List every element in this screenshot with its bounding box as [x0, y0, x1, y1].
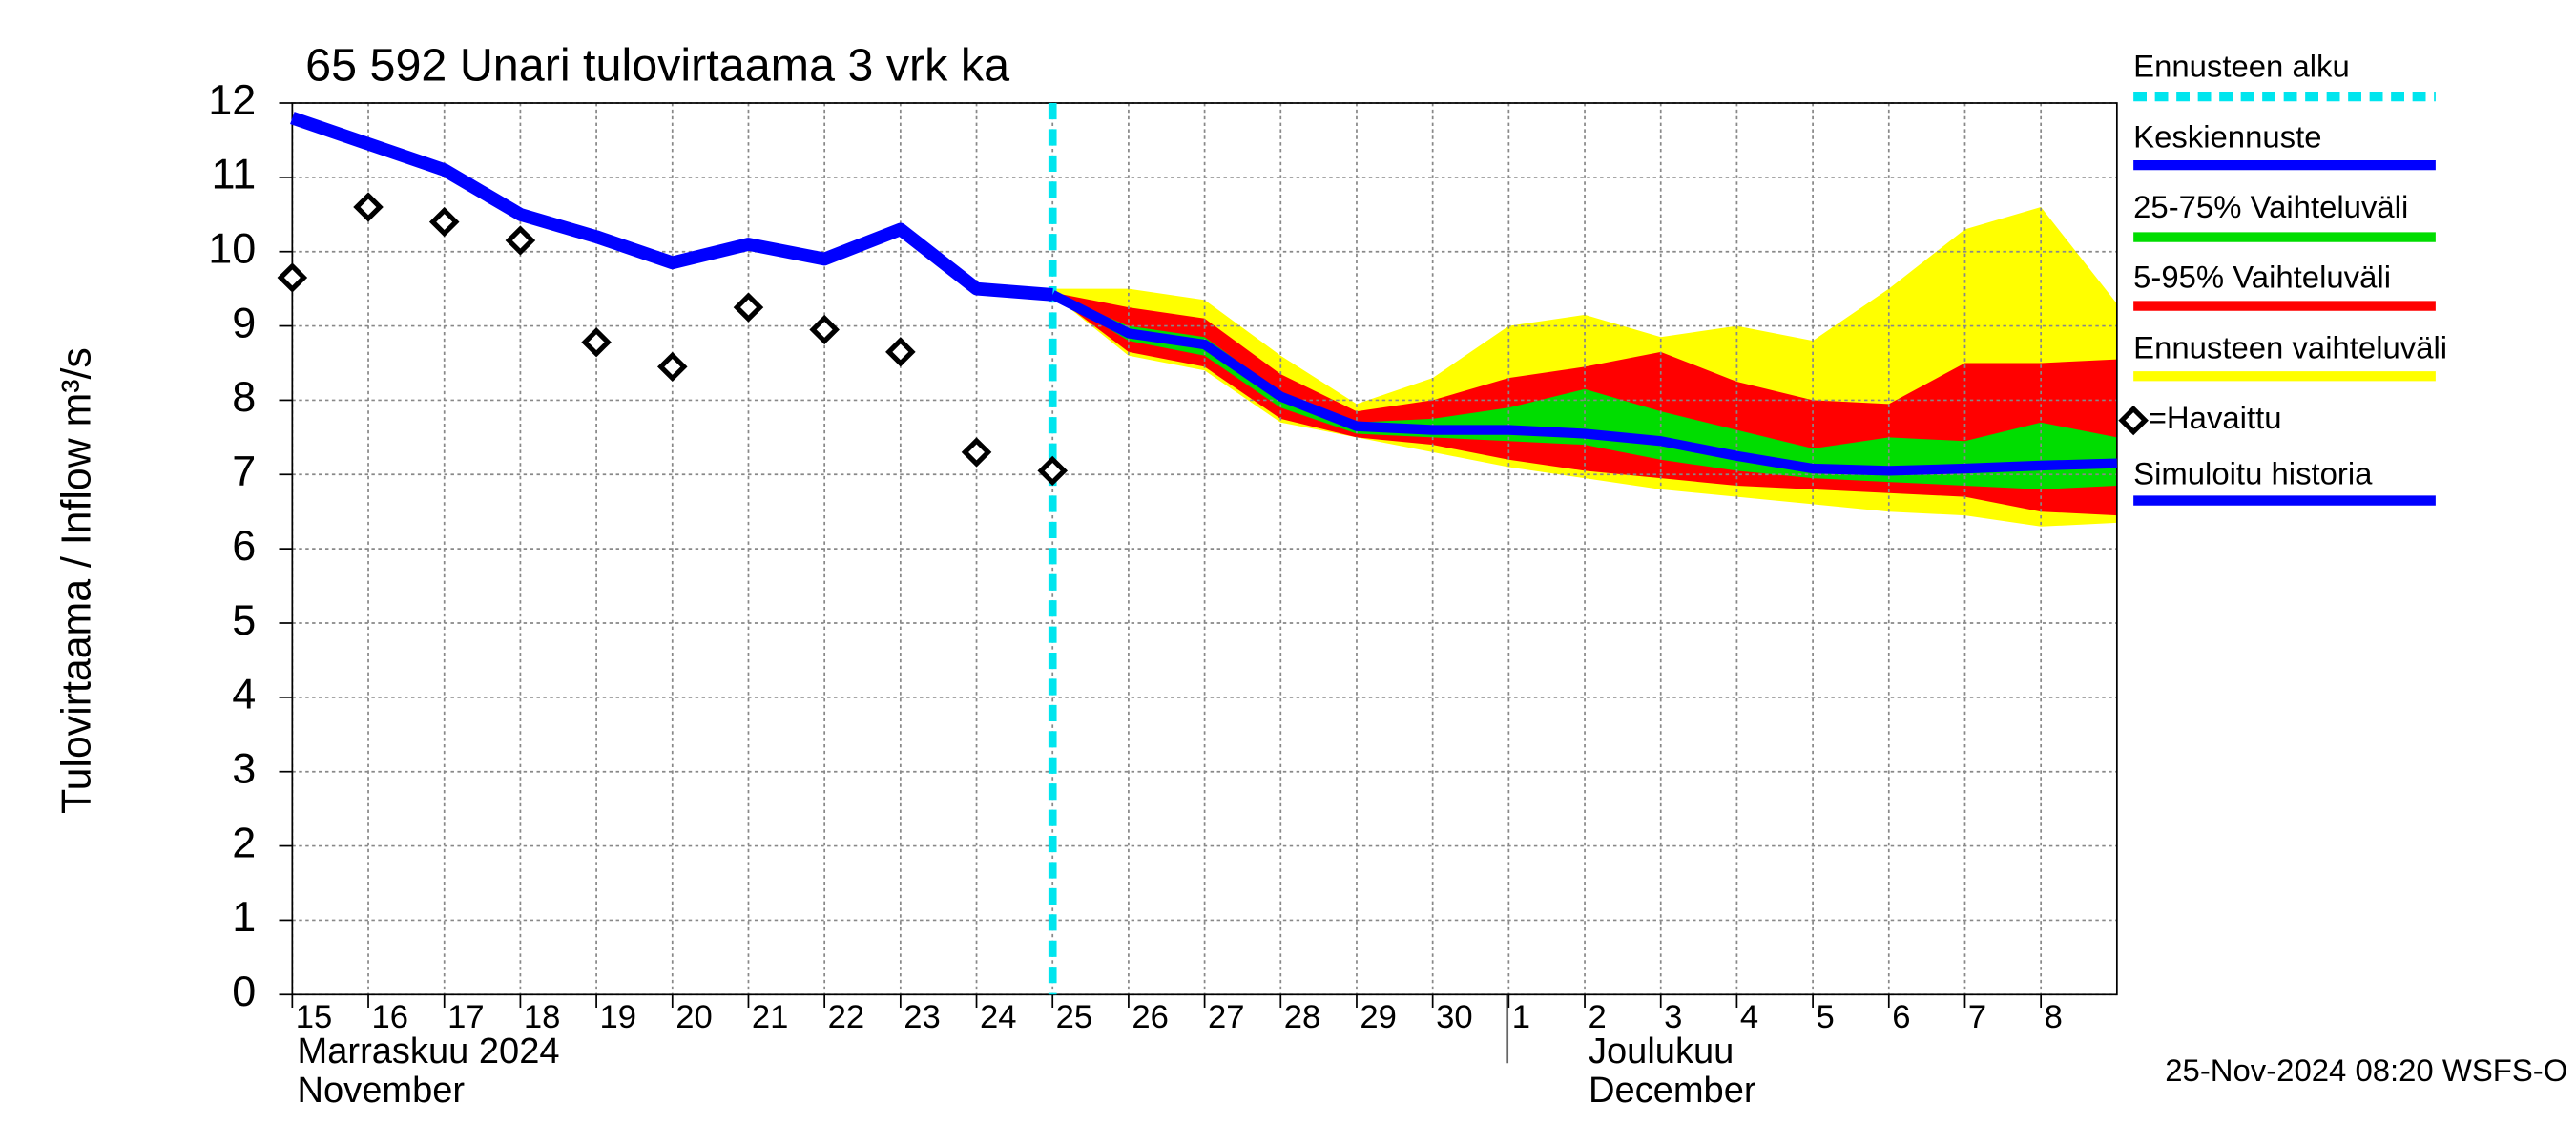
x-tick-label: 24 — [980, 999, 1016, 1035]
observed-point — [277, 262, 308, 293]
plot-frame — [291, 102, 2118, 996]
observed-point — [1037, 455, 1069, 487]
x-tick-label: 20 — [675, 999, 712, 1035]
observed-point — [581, 327, 612, 358]
y-tick-label: 12 — [208, 76, 256, 124]
x-tick-label: 30 — [1436, 999, 1472, 1035]
y-tick-label: 7 — [232, 448, 256, 495]
y-tick-label: 9 — [232, 300, 256, 347]
legend-label: Ennusteen vaihteluväli — [2133, 330, 2447, 365]
x-tick-label: 7 — [1968, 999, 1986, 1035]
y-axis-label: Tulovirtaama / Inflow m³/s — [53, 347, 99, 814]
x-tick-label: 18 — [524, 999, 560, 1035]
y-tick-label: 6 — [232, 522, 256, 570]
observed-point — [885, 337, 916, 367]
month-label: Marraskuu 2024 — [298, 1031, 560, 1072]
month-label: November — [298, 1071, 466, 1111]
x-tick-label: 26 — [1132, 999, 1168, 1035]
x-tick-label: 19 — [600, 999, 636, 1035]
y-tick-label: 3 — [232, 745, 256, 793]
x-tick-label: 1 — [1512, 999, 1530, 1035]
y-tick-label: 5 — [232, 596, 256, 644]
observed-point — [428, 206, 460, 238]
observed-point — [353, 192, 384, 222]
x-tick-label: 3 — [1664, 999, 1682, 1035]
legend-label: Keskiennuste — [2133, 118, 2321, 154]
x-tick-label: 8 — [2045, 999, 2063, 1035]
x-tick-label: 6 — [1892, 999, 1910, 1035]
observed-point — [733, 292, 764, 323]
legend-marker — [2118, 405, 2149, 436]
x-tick-label: 5 — [1817, 999, 1835, 1035]
legend-label: 25-75% Vaihteluväli — [2133, 189, 2408, 224]
legend-label: Simuloitu historia — [2133, 456, 2373, 491]
series-line — [1049, 290, 2117, 476]
y-tick-label: 2 — [232, 820, 256, 867]
x-tick-label: 28 — [1284, 999, 1320, 1035]
legend-label: Ennusteen alku — [2133, 49, 2350, 84]
footer: 25-Nov-2024 08:20 WSFS-O — [2165, 1052, 2567, 1088]
y-tick-label: 1 — [232, 893, 256, 941]
x-tick-label: 4 — [1740, 999, 1758, 1035]
observed-point — [656, 351, 688, 383]
series-line — [290, 112, 1053, 302]
x-tick-label: 27 — [1208, 999, 1244, 1035]
x-tick-label: 21 — [752, 999, 788, 1035]
x-tick-label: 2 — [1588, 999, 1606, 1035]
x-tick-label: 16 — [371, 999, 407, 1035]
x-tick-label: 29 — [1360, 999, 1396, 1035]
month-label: Joulukuu — [1589, 1031, 1734, 1072]
observed-point — [505, 225, 536, 256]
y-tick-label: 11 — [212, 151, 257, 198]
legend-label: =Havaittu — [2149, 400, 2282, 435]
y-tick-label: 0 — [232, 968, 256, 1015]
y-tick-label: 10 — [208, 225, 256, 273]
x-tick-label: 25 — [1056, 999, 1092, 1035]
y-tick-label: 8 — [232, 373, 256, 421]
x-tick-label: 17 — [447, 999, 484, 1035]
x-tick-label: 15 — [296, 999, 332, 1035]
observed-point — [961, 437, 992, 468]
x-tick-label: 22 — [828, 999, 864, 1035]
y-tick-label: 4 — [232, 671, 256, 718]
chart-title: 65 592 Unari tulovirtaama 3 vrk ka — [305, 40, 1009, 92]
legend-label: 5-95% Vaihteluväli — [2133, 260, 2391, 295]
x-tick-label: 23 — [904, 999, 940, 1035]
month-label: December — [1589, 1071, 1756, 1111]
observed-point — [809, 314, 840, 345]
